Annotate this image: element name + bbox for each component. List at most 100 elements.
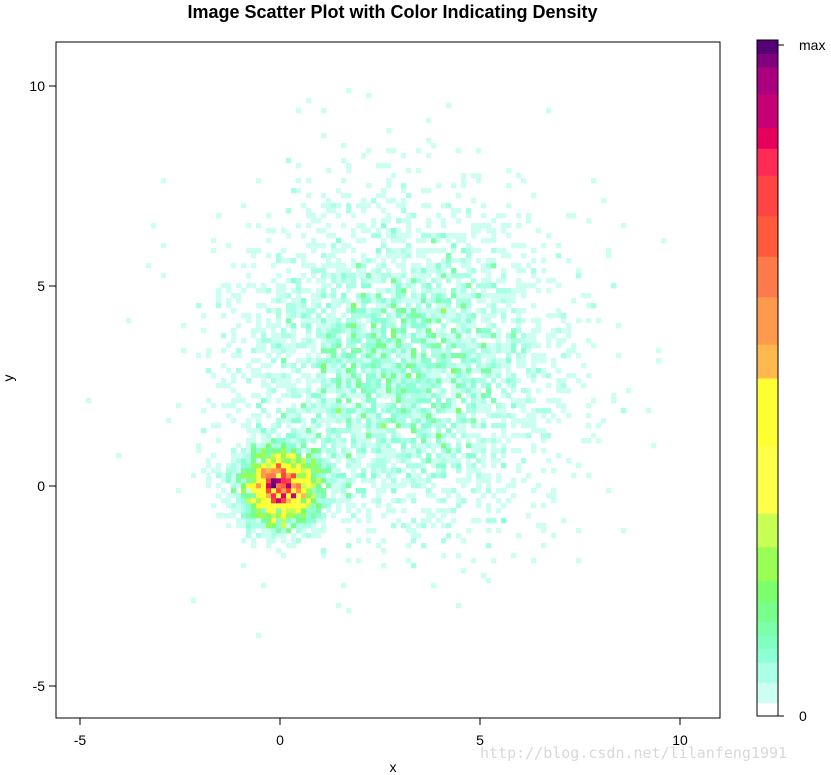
density-cell [301, 478, 307, 484]
density-cell [351, 308, 357, 314]
density-cell [256, 488, 262, 494]
density-cell [316, 378, 322, 384]
density-cell [371, 233, 377, 239]
density-cell [451, 268, 457, 274]
density-cell [336, 358, 342, 364]
density-cell [436, 393, 442, 399]
density-cell [576, 528, 582, 534]
density-cell [451, 248, 457, 254]
density-cell [261, 468, 267, 474]
density-cell [391, 233, 397, 239]
density-cell [316, 268, 322, 274]
density-cell [416, 523, 422, 529]
density-cell [416, 378, 422, 384]
density-cell [321, 498, 327, 504]
density-cell [466, 433, 472, 439]
density-cell [321, 328, 327, 334]
density-cell [486, 388, 492, 394]
density-cell [536, 228, 542, 234]
density-cell [441, 288, 447, 294]
density-cell [481, 408, 487, 414]
density-cell [291, 473, 297, 479]
density-cell [386, 213, 392, 219]
density-cell [341, 473, 347, 479]
density-cell [266, 503, 272, 509]
density-cell [361, 383, 367, 389]
density-cell [486, 363, 492, 369]
density-cell [541, 433, 547, 439]
density-cell [566, 323, 572, 329]
colorbar-swatch [757, 682, 778, 703]
density-cell [311, 378, 317, 384]
density-cell [256, 248, 262, 254]
density-cell [251, 498, 257, 504]
density-cell [441, 538, 447, 544]
density-cell [396, 348, 402, 354]
density-cell [161, 273, 167, 279]
density-cell [371, 333, 377, 339]
density-cell [441, 388, 447, 394]
density-cell [231, 448, 237, 454]
density-cell [261, 348, 267, 354]
density-cell [321, 323, 327, 329]
density-cell [296, 288, 302, 294]
density-cell [236, 478, 242, 484]
density-cell [436, 278, 442, 284]
density-cell [291, 433, 297, 439]
density-cell [281, 438, 287, 444]
density-cell [391, 383, 397, 389]
density-cell [311, 463, 317, 469]
density-cell [516, 353, 522, 359]
density-cell [416, 448, 422, 454]
density-cell [476, 388, 482, 394]
density-cell [241, 338, 247, 344]
density-cell [321, 373, 327, 379]
density-cell [456, 273, 462, 279]
density-cell [326, 403, 332, 409]
density-cell [506, 348, 512, 354]
density-cell [456, 553, 462, 559]
density-cell [461, 313, 467, 319]
density-cell [441, 468, 447, 474]
density-cell [431, 278, 437, 284]
density-cell [481, 318, 487, 324]
density-cell [411, 353, 417, 359]
density-cell [236, 508, 242, 514]
density-cell [351, 278, 357, 284]
density-cell [306, 388, 312, 394]
density-cell [321, 358, 327, 364]
density-cell [531, 503, 537, 509]
density-cell [351, 258, 357, 264]
density-cell [276, 373, 282, 379]
density-cell [291, 288, 297, 294]
density-cell [401, 478, 407, 484]
density-cell [216, 483, 222, 489]
density-cell [396, 368, 402, 374]
density-cell [326, 458, 332, 464]
density-cell [391, 433, 397, 439]
density-cell [416, 383, 422, 389]
colorbar-swatch [757, 378, 778, 447]
density-cell [491, 353, 497, 359]
density-cell [461, 383, 467, 389]
density-cell [526, 473, 532, 479]
density-cell [396, 293, 402, 299]
density-cell [581, 363, 587, 369]
density-cell [241, 423, 247, 429]
density-cell [281, 378, 287, 384]
density-cell [371, 373, 377, 379]
density-cell [566, 213, 572, 219]
density-cell [251, 473, 257, 479]
density-cell [386, 248, 392, 254]
density-cell [586, 423, 592, 429]
density-cell [486, 263, 492, 269]
density-cell [251, 433, 257, 439]
density-cell [491, 298, 497, 304]
density-cell [441, 423, 447, 429]
density-cell [276, 283, 282, 289]
density-cell [371, 448, 377, 454]
density-cell [366, 353, 372, 359]
density-cell [281, 293, 287, 299]
density-cell [311, 308, 317, 314]
density-cell [281, 283, 287, 289]
